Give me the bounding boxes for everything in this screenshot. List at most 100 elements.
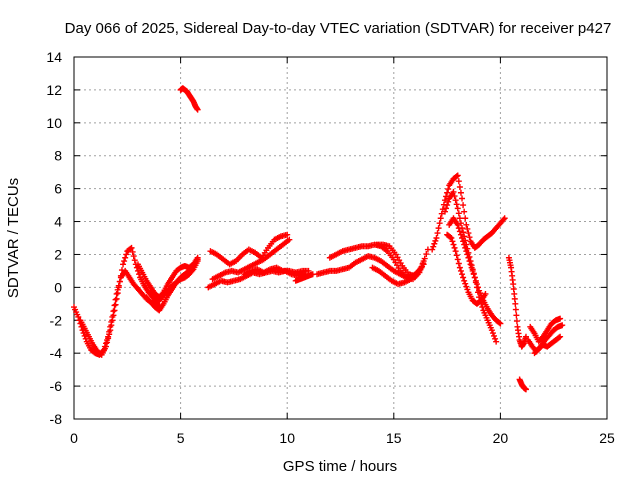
data-point bbox=[456, 228, 463, 235]
data-marks bbox=[71, 85, 566, 393]
data-point bbox=[522, 333, 529, 340]
data-point bbox=[557, 333, 564, 340]
data-point bbox=[464, 225, 471, 232]
data-point bbox=[488, 327, 495, 334]
data-point bbox=[438, 210, 445, 217]
data-point bbox=[457, 231, 464, 238]
data-point bbox=[455, 225, 462, 232]
data-point bbox=[513, 318, 520, 325]
data-point bbox=[454, 172, 461, 179]
y-tick-label: 8 bbox=[54, 148, 62, 164]
data-point bbox=[454, 221, 461, 228]
data-point bbox=[454, 256, 461, 263]
data-point bbox=[459, 271, 466, 278]
data-point bbox=[434, 230, 441, 237]
data-point bbox=[450, 241, 457, 248]
data-point bbox=[189, 267, 196, 274]
data-point bbox=[433, 235, 440, 241]
data-point bbox=[461, 277, 468, 284]
data-point bbox=[456, 215, 463, 222]
data-point bbox=[131, 257, 138, 264]
series-track-22 bbox=[525, 322, 566, 355]
x-tick-label: 5 bbox=[177, 430, 185, 446]
data-point bbox=[456, 264, 463, 271]
data-point bbox=[471, 274, 478, 281]
data-point bbox=[457, 267, 464, 274]
data-point bbox=[455, 260, 462, 267]
x-axis-label: GPS time / hours bbox=[283, 458, 397, 475]
data-point bbox=[120, 261, 127, 268]
data-point bbox=[460, 274, 467, 281]
data-point bbox=[466, 258, 473, 265]
data-point bbox=[104, 339, 111, 346]
data-point bbox=[453, 173, 460, 180]
data-point bbox=[436, 220, 443, 227]
data-point bbox=[102, 343, 109, 350]
data-point bbox=[462, 280, 469, 287]
data-point bbox=[450, 188, 457, 195]
data-point bbox=[470, 271, 477, 278]
data-point bbox=[455, 210, 462, 217]
series-track-24 bbox=[531, 333, 564, 357]
series-track-20 bbox=[505, 254, 529, 350]
series-track-19 bbox=[444, 231, 489, 307]
chart-title: Day 066 of 2025, Sidereal Day-to-day VTE… bbox=[65, 20, 612, 37]
y-tick-label: 4 bbox=[54, 214, 62, 230]
data-point bbox=[118, 267, 125, 274]
data-point bbox=[109, 317, 116, 324]
series-track-10 bbox=[241, 264, 312, 278]
data-point bbox=[453, 252, 460, 259]
data-point bbox=[423, 251, 430, 258]
data-point bbox=[432, 237, 439, 244]
data-point bbox=[492, 335, 499, 342]
data-point bbox=[469, 267, 476, 274]
data-point bbox=[81, 332, 88, 339]
plot-frame bbox=[73, 56, 608, 420]
data-point bbox=[105, 335, 112, 342]
data-point bbox=[491, 332, 498, 339]
data-point bbox=[559, 322, 566, 329]
grid bbox=[74, 57, 607, 419]
data-point bbox=[475, 284, 482, 291]
x-tick-label: 10 bbox=[279, 430, 295, 446]
data-point bbox=[467, 261, 474, 268]
series-track-6 bbox=[177, 85, 201, 113]
y-tick-label: 12 bbox=[46, 82, 62, 98]
data-point bbox=[129, 248, 136, 255]
data-point bbox=[459, 195, 466, 202]
data-point bbox=[461, 241, 468, 248]
data-point bbox=[522, 386, 529, 393]
data-point bbox=[444, 202, 451, 209]
series-track-23 bbox=[527, 315, 564, 345]
data-point bbox=[512, 300, 519, 307]
series-track-16 bbox=[429, 172, 508, 253]
data-point bbox=[465, 230, 472, 237]
data-point bbox=[435, 225, 442, 232]
data-point bbox=[116, 278, 123, 285]
data-point bbox=[194, 258, 201, 265]
data-point bbox=[501, 215, 508, 222]
data-point bbox=[447, 234, 454, 241]
data-point bbox=[443, 205, 450, 212]
data-point bbox=[497, 320, 504, 327]
series-track-11 bbox=[292, 271, 316, 284]
data-point bbox=[130, 253, 137, 260]
data-point bbox=[500, 216, 507, 223]
data-point bbox=[112, 301, 119, 308]
series-track-21 bbox=[516, 376, 529, 393]
series-track-15 bbox=[373, 241, 431, 279]
data-point bbox=[459, 235, 466, 241]
data-point bbox=[466, 234, 473, 241]
data-point bbox=[127, 245, 134, 252]
data-point bbox=[457, 189, 464, 196]
data-point bbox=[462, 215, 469, 222]
data-point bbox=[512, 306, 519, 313]
axis-ticks: 0 5 10 15 20 25 -8 -6 -4 -2 0 2 4 6 8 10 12 14 bbox=[46, 49, 615, 446]
data-point bbox=[441, 208, 448, 215]
data-point bbox=[472, 277, 479, 284]
x-tick-label: 20 bbox=[493, 430, 509, 446]
data-point bbox=[113, 295, 120, 302]
data-point bbox=[493, 338, 500, 345]
data-point bbox=[513, 312, 520, 319]
